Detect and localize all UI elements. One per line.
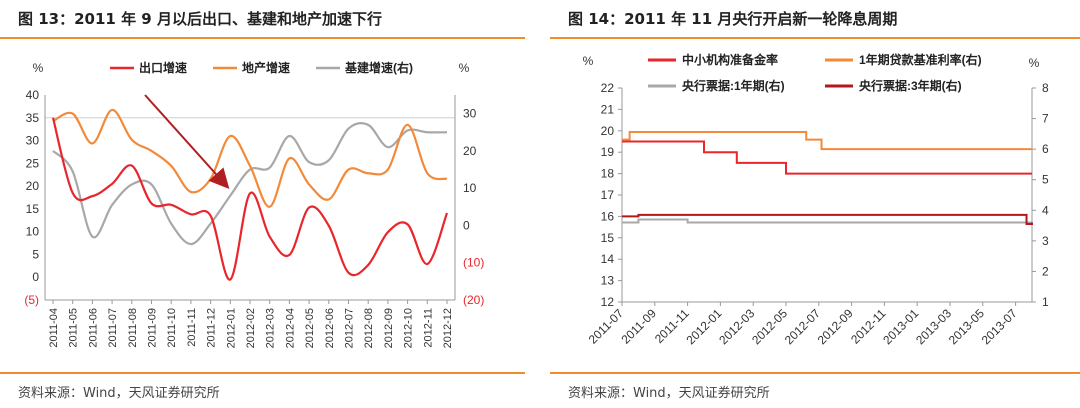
y-right-unit: % — [459, 61, 470, 75]
title-rule — [550, 37, 1080, 39]
x-tick-label: 2012-12 — [442, 308, 454, 348]
y-right-tick-label: 4 — [1042, 203, 1049, 217]
series-line-darkred — [622, 213, 1033, 226]
y-left-tick-label: 16 — [601, 209, 615, 223]
x-tick-label: 2011-04 — [48, 308, 60, 348]
y-right-tick-label: 7 — [1042, 112, 1049, 126]
y-left-tick-label: 15 — [601, 231, 615, 245]
x-tick-label: 2013-05 — [946, 306, 987, 347]
x-tick-label: 2013-03 — [913, 306, 954, 347]
y-left-tick-label: 5 — [32, 247, 39, 261]
series-line-gray — [52, 121, 448, 246]
x-tick-label: 2013-07 — [979, 306, 1020, 347]
x-tick-label: 2011-09 — [619, 306, 660, 347]
source-note: 资料来源：Wind，天风证券研究所 — [568, 386, 770, 401]
x-tick-label: 2012-01 — [683, 306, 724, 347]
legend-label: 出口增速 — [139, 60, 187, 75]
legend-label: 中小机构准备金率 — [682, 52, 778, 67]
x-tick-label: 2012-08 — [363, 308, 375, 348]
source-rule — [550, 372, 1080, 374]
x-tick-label: 2012-01 — [225, 308, 237, 348]
figure-14: 图 14：2011 年 11 月央行开启新一轮降息周期 %% 12 13 14 15 16… — [550, 0, 1080, 408]
y-left-tick-label: 40 — [26, 88, 40, 102]
figure-title: 图 14：2011 年 11 月央行开启新一轮降息周期 — [568, 10, 898, 28]
x-tick-label: 2012-11 — [422, 308, 434, 348]
y-right-tick-label: 3 — [1042, 234, 1049, 248]
x-tick-label: 2012-05 — [304, 308, 316, 348]
legend-label: 地产增速 — [242, 60, 290, 75]
x-tick-label: 2012-07 — [344, 308, 356, 348]
series-line-orange — [622, 131, 1032, 151]
series-line-red — [622, 140, 1032, 175]
x-tick-label: 2012-04 — [284, 308, 296, 348]
source-rule — [0, 372, 525, 374]
y-left-unit: % — [33, 61, 44, 75]
y-left-tick-label: 12 — [601, 295, 615, 309]
y-left-tick-label: 19 — [601, 145, 615, 159]
legend-label: 央行票据:1年期(右) — [682, 78, 785, 93]
series-line-red — [51, 117, 449, 281]
series-line-gray — [622, 218, 1032, 224]
y-left-unit: % — [583, 54, 594, 68]
y-left-tick-label: 21 — [601, 102, 615, 116]
y-left-tick-label: 0 — [32, 270, 39, 284]
y-left-tick-label: 10 — [26, 225, 40, 239]
y-left-tick-label: 17 — [601, 188, 615, 202]
x-tick-label: 2011-11 — [186, 308, 198, 347]
series-line-orange — [52, 108, 448, 208]
y-right-tick-label: 6 — [1042, 142, 1049, 156]
x-tick-label: 2011-08 — [127, 308, 139, 348]
y-right-tick-label: 30 — [463, 107, 477, 121]
figure-title: 图 13：2011 年 9 月以后出口、基建和地产加速下行 — [18, 10, 382, 28]
y-right-tick-label: 8 — [1042, 81, 1049, 95]
x-tick-label: 2011-09 — [147, 308, 159, 348]
x-tick-label: 2011-07 — [586, 306, 627, 347]
source-note: 资料来源：Wind，天风证券研究所 — [18, 386, 220, 401]
legend-label: 基建增速(右) — [344, 60, 413, 75]
y-right-tick-label: (10) — [463, 256, 484, 270]
x-tick-label: 2012-07 — [782, 306, 823, 347]
x-tick-label: 2011-07 — [107, 308, 119, 348]
y-left-tick-label: 20 — [26, 179, 40, 193]
trend-arrow — [144, 94, 230, 189]
x-tick-label: 2013-01 — [880, 306, 921, 347]
chart-14: % %1213141516171819202122123456782011-072… — [583, 52, 1049, 347]
legend-label: 央行票据:3年期(右) — [859, 78, 962, 93]
figure-13: 图 13：2011 年 9 月以后出口、基建和地产加速下行 %% 0 5 10 15 20… — [0, 0, 525, 408]
y-left-tick-label: (5) — [24, 293, 39, 307]
y-right-tick-label: 2 — [1042, 264, 1049, 278]
y-right-tick-label: 1 — [1042, 295, 1049, 309]
x-tick-label: 2011-06 — [87, 308, 99, 348]
y-right-tick-label: 10 — [463, 181, 477, 195]
y-left-tick-label: 22 — [601, 81, 615, 95]
x-tick-label: 2012-09 — [815, 306, 856, 347]
y-right-tick-label: 20 — [463, 144, 477, 158]
y-right-tick-label: 0 — [463, 218, 470, 232]
y-left-tick-label: 35 — [26, 111, 40, 125]
x-tick-label: 2012-09 — [383, 308, 395, 348]
x-tick-label: 2012-06 — [324, 308, 336, 348]
x-tick-label: 2011-10 — [166, 308, 178, 348]
x-tick-label: 2012-03 — [265, 308, 277, 348]
y-left-tick-label: 30 — [26, 134, 40, 148]
x-tick-label: 2012-05 — [749, 306, 790, 347]
title-rule — [0, 37, 525, 39]
x-tick-label: 2011-12 — [206, 308, 218, 348]
y-right-tick-label: (20) — [463, 293, 484, 307]
y-right-tick-label: 5 — [1042, 173, 1049, 187]
y-left-tick-label: 15 — [26, 202, 40, 216]
x-tick-label: 2011-05 — [68, 308, 80, 348]
x-tick-label: 2012-02 — [245, 308, 257, 348]
x-tick-label: 2012-10 — [403, 308, 415, 348]
y-left-tick-label: 18 — [601, 167, 615, 181]
y-left-tick-label: 13 — [601, 274, 615, 288]
y-left-tick-label: 25 — [26, 156, 40, 170]
legend-label: 1年期贷款基准利率(右) — [859, 52, 982, 67]
x-tick-label: 2012-03 — [716, 306, 757, 347]
y-left-tick-label: 20 — [601, 124, 615, 138]
y-left-tick-label: 14 — [601, 252, 615, 266]
y-right-unit: % — [1029, 56, 1040, 70]
chart-13: % % 0 5 10 15 20 25 30 35 40 (5) (20) (10) 0 10 20 30 2011… — [24, 60, 484, 348]
